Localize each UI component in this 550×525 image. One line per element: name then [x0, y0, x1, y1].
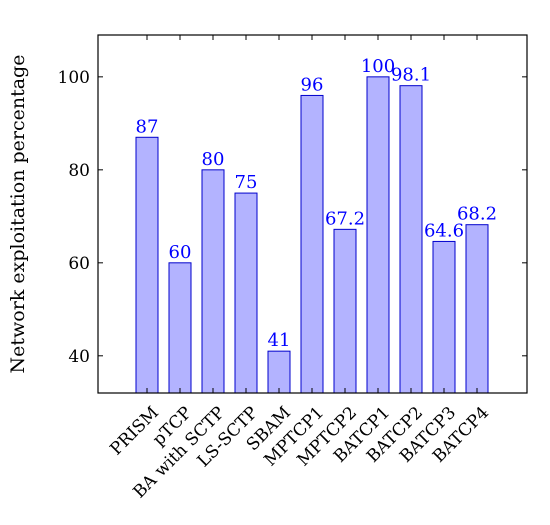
bar-batcp4: [465, 224, 489, 394]
value-label: 41: [268, 330, 291, 351]
bar-ba-with-sctp: [201, 169, 225, 394]
bar-batcp3: [432, 240, 456, 394]
bar-batcp2: [399, 85, 423, 394]
y-tick-label: 100: [58, 68, 90, 88]
value-label: 98.1: [391, 65, 431, 86]
y-axis-ticks: 40 60 80 100: [58, 68, 527, 367]
value-label: 100: [361, 56, 395, 77]
y-tick-label: 60: [68, 254, 90, 274]
value-label: 68.2: [457, 204, 497, 225]
bar-ls-sctp: [234, 192, 258, 394]
bar-batcp1: [366, 76, 390, 394]
bar-mptcp2: [333, 228, 357, 394]
bars-group: [135, 76, 489, 394]
value-label: 96: [301, 74, 324, 95]
y-tick-label: 80: [68, 161, 90, 181]
plot-frame: [97, 34, 528, 394]
y-tick-label: 40: [68, 347, 90, 367]
y-axis-label: Network exploitation percentage: [7, 55, 29, 374]
value-label: 67.2: [325, 208, 365, 229]
bar-ptcp: [168, 262, 192, 394]
value-label: 87: [136, 116, 159, 137]
bar-prism: [135, 136, 159, 394]
value-label: 80: [202, 149, 225, 170]
bar-sbam: [267, 350, 291, 394]
bar-mptcp1: [300, 94, 324, 394]
value-label: 60: [169, 242, 192, 263]
value-label: 75: [235, 172, 258, 193]
value-label: 64.6: [424, 220, 464, 241]
